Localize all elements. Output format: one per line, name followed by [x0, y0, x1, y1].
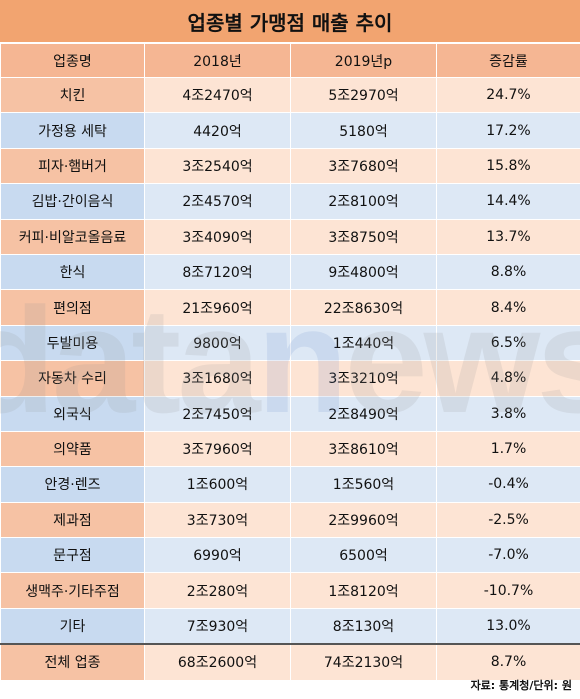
change-rate-cell: -2.5% — [436, 501, 580, 539]
sales-2018-cell: 3조4090억 — [144, 218, 291, 255]
category-cell: 자동차 수리 — [0, 360, 145, 397]
category-cell: 커피·비알코올음료 — [0, 218, 145, 255]
category-cell: 안경·렌즈 — [0, 466, 145, 503]
sales-2019-cell: 2조8490억 — [290, 395, 437, 432]
table-row: 편의점 21조960억 22조8630억 8.4% — [0, 289, 580, 326]
total-category-cell: 전체 업종 — [0, 643, 145, 681]
total-row: 전체 업종 68조2600억 74조2130억 8.7% — [0, 643, 580, 681]
sales-2018-cell: 4조2470억 — [144, 76, 291, 114]
category-cell: 의약품 — [0, 430, 145, 468]
sales-2019-cell: 1조8120억 — [290, 572, 437, 609]
table-row: 두발미용 9800억 1조440억 6.5% — [0, 324, 580, 362]
sales-2018-cell: 6990억 — [144, 537, 291, 574]
category-cell: 편의점 — [0, 289, 145, 326]
sales-2019-cell: 3조8610억 — [290, 430, 437, 468]
sales-2018-cell: 3조7960억 — [144, 430, 291, 468]
sales-2019-cell: 2조8100억 — [290, 183, 437, 220]
change-rate-cell: 14.4% — [436, 183, 580, 220]
sales-2018-cell: 3조2540억 — [144, 147, 291, 185]
change-rate-cell: 17.2% — [436, 112, 580, 149]
category-cell: 김밥·간이음식 — [0, 183, 145, 220]
sales-table: 업종명 2018년 2019년p 증감률 치킨 4조2470억 5조2970억 24.… — [0, 43, 580, 681]
table-row: 안경·렌즈 1조600억 1조560억 -0.4% — [0, 466, 580, 503]
category-cell: 기타 — [0, 607, 145, 645]
category-cell: 생맥주·기타주점 — [0, 572, 145, 609]
table-row: 자동차 수리 3조1680억 3조3210억 4.8% — [0, 360, 580, 397]
source-note: 자료: 통계청/단위: 원 — [470, 679, 572, 692]
sales-2018-cell: 9800억 — [144, 324, 291, 362]
sales-2018-cell: 4420억 — [144, 112, 291, 149]
change-rate-cell: 8.4% — [436, 289, 580, 326]
category-cell: 한식 — [0, 253, 145, 291]
header-row: 업종명 2018년 2019년p 증감률 — [0, 43, 580, 78]
sales-2019-cell: 1조440억 — [290, 324, 437, 362]
change-rate-cell: 13.7% — [436, 218, 580, 255]
column-header-change: 증감률 — [436, 43, 580, 78]
category-cell: 피자·햄버거 — [0, 147, 145, 185]
category-cell: 문구점 — [0, 537, 145, 574]
category-cell: 가정용 세탁 — [0, 112, 145, 149]
table-row: 제과점 3조730억 2조9960억 -2.5% — [0, 501, 580, 539]
table-row: 생맥주·기타주점 2조280억 1조8120억 -10.7% — [0, 572, 580, 609]
table-row: 문구점 6990억 6500억 -7.0% — [0, 537, 580, 574]
change-rate-cell: 8.8% — [436, 253, 580, 291]
change-rate-cell: 13.0% — [436, 607, 580, 645]
category-cell: 두발미용 — [0, 324, 145, 362]
sales-2018-cell: 3조1680억 — [144, 360, 291, 397]
sales-2019-cell: 1조560억 — [290, 466, 437, 503]
sales-2019-cell: 3조7680억 — [290, 147, 437, 185]
column-header-category: 업종명 — [0, 43, 145, 78]
change-rate-cell: 6.5% — [436, 324, 580, 362]
sales-2019-cell: 9조4800억 — [290, 253, 437, 291]
sales-2018-cell: 7조930억 — [144, 607, 291, 645]
sales-2018-cell: 2조280억 — [144, 572, 291, 609]
table-title: 업종별 가맹점 매출 추이 — [0, 0, 580, 42]
table-row: 피자·햄버거 3조2540억 3조7680억 15.8% — [0, 147, 580, 185]
change-rate-cell: -10.7% — [436, 572, 580, 609]
table-row: 기타 7조930억 8조130억 13.0% — [0, 607, 580, 645]
column-header-2019: 2019년p — [290, 43, 437, 78]
table-row: 가정용 세탁 4420억 5180억 17.2% — [0, 112, 580, 149]
table-row: 한식 8조7120억 9조4800억 8.8% — [0, 253, 580, 291]
column-header-2018: 2018년 — [144, 43, 291, 78]
change-rate-cell: 3.8% — [436, 395, 580, 432]
sales-2019-cell: 3조3210억 — [290, 360, 437, 397]
sales-2019-cell: 22조8630억 — [290, 289, 437, 326]
table-row: 김밥·간이음식 2조4570억 2조8100억 14.4% — [0, 183, 580, 220]
change-rate-cell: 24.7% — [436, 76, 580, 114]
table-body: 치킨 4조2470억 5조2970억 24.7% 가정용 세탁 4420억 5180억 17.… — [0, 76, 580, 681]
sales-2019-cell: 2조9960억 — [290, 501, 437, 539]
sales-2018-cell: 2조7450억 — [144, 395, 291, 432]
category-cell: 외국식 — [0, 395, 145, 432]
total-change-rate-cell: 8.7% — [436, 643, 580, 681]
change-rate-cell: 1.7% — [436, 430, 580, 468]
table-row: 치킨 4조2470억 5조2970억 24.7% — [0, 76, 580, 114]
total-sales-2018-cell: 68조2600억 — [144, 643, 291, 681]
total-sales-2019-cell: 74조2130억 — [290, 643, 437, 681]
sales-2018-cell: 2조4570억 — [144, 183, 291, 220]
sales-2019-cell: 6500억 — [290, 537, 437, 574]
table-row: 의약품 3조7960억 3조8610억 1.7% — [0, 430, 580, 468]
sales-2018-cell: 3조730억 — [144, 501, 291, 539]
sales-2019-cell: 3조8750억 — [290, 218, 437, 255]
sales-2019-cell: 5180억 — [290, 112, 437, 149]
sales-2019-cell: 8조130억 — [290, 607, 437, 645]
table-row: 커피·비알코올음료 3조4090억 3조8750억 13.7% — [0, 218, 580, 255]
sales-2018-cell: 1조600억 — [144, 466, 291, 503]
change-rate-cell: -7.0% — [436, 537, 580, 574]
sales-2018-cell: 8조7120억 — [144, 253, 291, 291]
category-cell: 제과점 — [0, 501, 145, 539]
table-row: 외국식 2조7450억 2조8490억 3.8% — [0, 395, 580, 432]
sales-2018-cell: 21조960억 — [144, 289, 291, 326]
category-cell: 치킨 — [0, 76, 145, 114]
sales-2019-cell: 5조2970억 — [290, 76, 437, 114]
change-rate-cell: -0.4% — [436, 466, 580, 503]
change-rate-cell: 15.8% — [436, 147, 580, 185]
change-rate-cell: 4.8% — [436, 360, 580, 397]
